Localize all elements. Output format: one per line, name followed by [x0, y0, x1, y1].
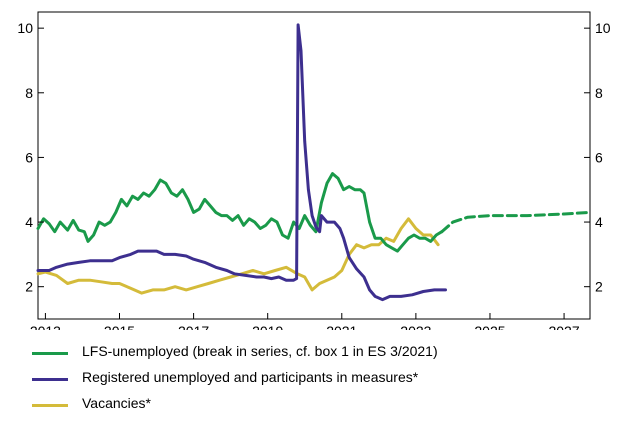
- y-tick-label-left: 6: [25, 149, 33, 165]
- x-tick-label: 2021: [326, 323, 357, 330]
- plot-area: [37, 11, 591, 320]
- legend-item-vacancies: Vacancies*: [30, 394, 600, 420]
- x-tick-label: 2017: [178, 323, 209, 330]
- y-tick-label-right: 2: [595, 279, 603, 295]
- y-tick-label-left: 4: [25, 214, 33, 230]
- x-tick-label: 2019: [252, 323, 283, 330]
- legend-swatch-lfs: [32, 352, 68, 355]
- series-line-lfs-projection: [440, 210, 592, 234]
- x-tick-label: 2013: [30, 323, 61, 330]
- legend-label-registered: Registered unemployed and participants i…: [82, 369, 419, 385]
- line-chart: 2 4 6 8 10 2 4 6 8 10 2013 2015 2017 2019 2021 2023 20…: [17, 11, 611, 330]
- y-tick-label-right: 4: [595, 214, 603, 230]
- legend-label-lfs: LFS-unemployed (break in series, cf. box…: [82, 343, 438, 359]
- y-tick-label-right: 10: [595, 20, 611, 36]
- legend-item-registered: Registered unemployed and participants i…: [30, 368, 600, 394]
- legend-swatch-vacancies: [32, 404, 68, 407]
- series-line-lfs: [36, 172, 444, 253]
- x-tick-label: 2025: [474, 323, 505, 330]
- y-tick-label-left: 8: [25, 85, 33, 101]
- y-tick-label-left: 10: [17, 20, 33, 36]
- x-tick-label: 2015: [104, 323, 135, 330]
- legend-item-lfs: LFS-unemployed (break in series, cf. box…: [30, 342, 600, 368]
- legend-label-vacancies: Vacancies*: [82, 395, 152, 411]
- series-line-vacancies: [36, 217, 440, 295]
- x-tick-label: 2027: [548, 323, 579, 330]
- legend: LFS-unemployed (break in series, cf. box…: [30, 342, 600, 420]
- y-tick-label-left: 2: [25, 279, 33, 295]
- legend-swatch-registered: [32, 378, 68, 381]
- y-tick-label-right: 8: [595, 85, 603, 101]
- y-tick-label-right: 6: [595, 149, 603, 165]
- series-line-registered: [36, 23, 447, 302]
- x-tick-label: 2023: [400, 323, 431, 330]
